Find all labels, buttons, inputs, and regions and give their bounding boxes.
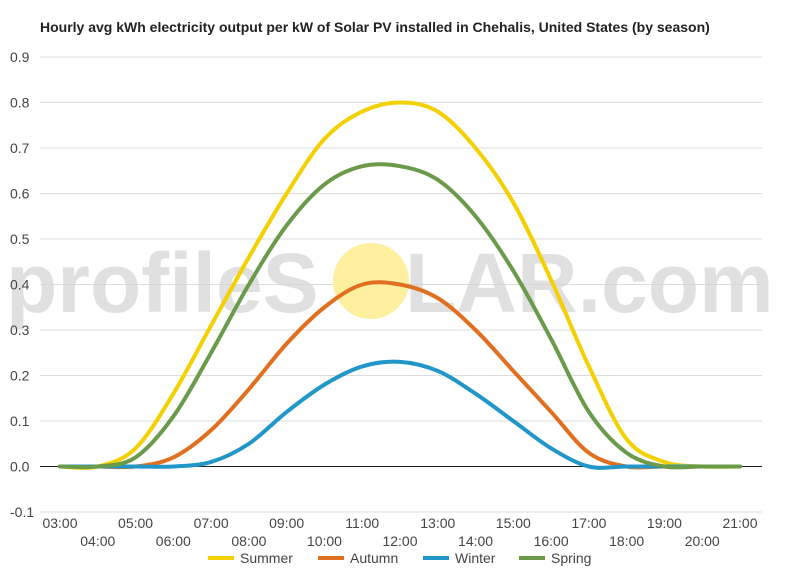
x-tick-label: 18:00 (609, 533, 644, 549)
y-tick-label: 0.1 (10, 413, 30, 429)
x-tick-label: 05:00 (118, 515, 153, 531)
x-tick-label: 09:00 (269, 515, 304, 531)
series-line-summer (58, 100, 742, 470)
y-tick-label: 0.4 (10, 277, 30, 293)
x-tick-label: 13:00 (420, 515, 455, 531)
legend-label-winter: Winter (455, 550, 496, 566)
chart-title: Hourly avg kWh electricity output per kW… (40, 19, 710, 35)
y-axis-ticks: -0.1 0.0 0.1 0.2 0.3 0.4 0.5 0.6 0.7 0.8 0.9 (10, 49, 34, 520)
legend-label-summer: Summer (240, 550, 293, 566)
x-tick-label: 08:00 (231, 533, 266, 549)
x-tick-label: 17:00 (571, 515, 606, 531)
y-tick-label: 0.6 (10, 186, 30, 202)
x-tick-label: 19:00 (647, 515, 682, 531)
y-tick-label: 0.8 (10, 95, 30, 111)
x-tick-label: 21:00 (722, 515, 757, 531)
x-tick-label: 03:00 (42, 515, 77, 531)
x-tick-label: 06:00 (156, 533, 191, 549)
x-tick-label: 11:00 (345, 515, 379, 531)
x-tick-label: 04:00 (80, 533, 115, 549)
y-tick-label: 0.2 (10, 368, 30, 384)
series-line-winter (58, 359, 742, 470)
y-tick-label: 0.9 (10, 49, 30, 65)
x-tick-label: 20:00 (685, 533, 720, 549)
x-tick-label: 07:00 (194, 515, 229, 531)
x-axis-ticks: 03:0004:0005:0006:0007:0008:0009:0010:00… (42, 515, 757, 549)
series-layer (58, 100, 742, 470)
x-tick-label: 14:00 (458, 533, 493, 549)
y-tick-label: 0.0 (10, 459, 30, 475)
y-tick-label: 0.5 (10, 231, 30, 247)
y-tick-label: 0.3 (10, 322, 30, 338)
series-line-spring (58, 162, 742, 470)
x-tick-label: 10:00 (307, 533, 342, 549)
legend-label-autumn: Autumn (350, 550, 398, 566)
y-tick-label: 0.7 (10, 140, 30, 156)
y-tick-label: -0.1 (10, 504, 34, 520)
x-tick-label: 15:00 (496, 515, 531, 531)
watermark-text-right: LAR.com (405, 236, 774, 330)
legend-label-spring: Spring (551, 550, 591, 566)
legend: Summer Autumn Winter Spring (208, 550, 591, 566)
x-tick-label: 12:00 (382, 533, 417, 549)
x-tick-label: 16:00 (534, 533, 569, 549)
